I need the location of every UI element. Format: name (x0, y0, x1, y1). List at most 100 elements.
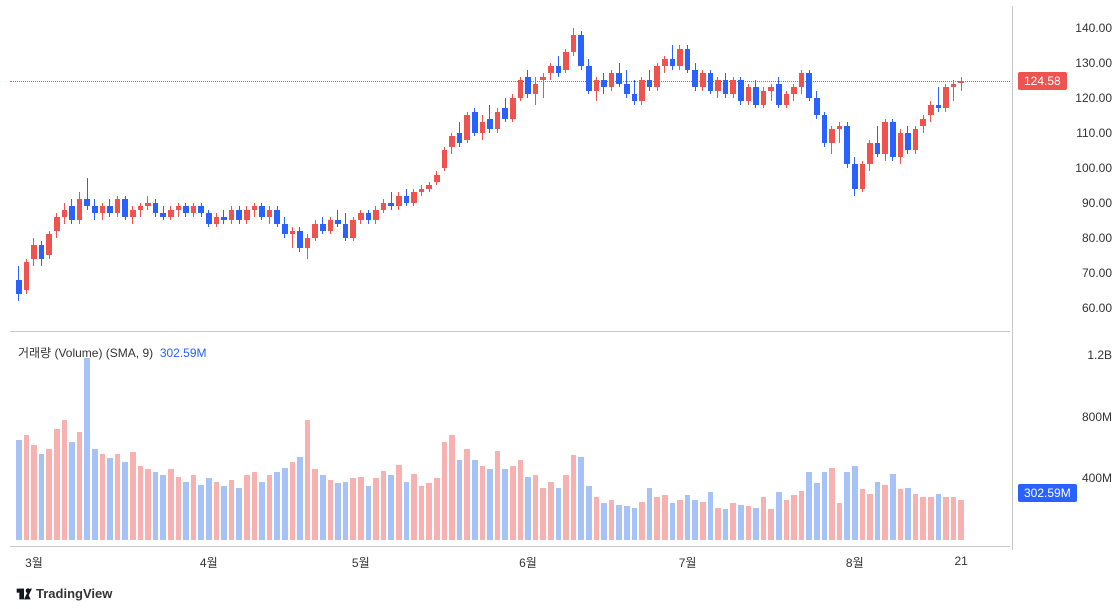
candle-body (601, 80, 607, 87)
volume-bar (145, 469, 151, 540)
candle-body (518, 80, 524, 98)
volume-bar (594, 497, 600, 540)
candle-body (556, 66, 562, 73)
candle-body (563, 52, 569, 70)
volume-bar (252, 472, 258, 540)
volume-bar (328, 480, 334, 540)
volume-bar (715, 508, 721, 540)
volume-bar (24, 435, 30, 540)
candle-body (229, 210, 235, 221)
volume-bar (784, 500, 790, 540)
candle-body (913, 129, 919, 150)
candle-body (198, 206, 204, 213)
candle-body (39, 245, 45, 259)
volume-bar (799, 491, 805, 540)
volume-bar (692, 500, 698, 540)
volume-bar (229, 480, 235, 540)
candle-wick (391, 192, 392, 210)
candle-body (852, 164, 858, 189)
candle-body (62, 210, 68, 217)
volume-bar (510, 466, 516, 540)
volume-bar (898, 489, 904, 540)
candle-body (495, 112, 501, 130)
candle-body (312, 224, 318, 238)
candle-body (632, 94, 638, 101)
volume-bar (206, 478, 212, 540)
candle-body (46, 234, 52, 255)
candle-body (624, 84, 630, 95)
volume-bar (350, 478, 356, 540)
volume-bar (312, 469, 318, 540)
candle-body (677, 49, 683, 67)
candle-body (160, 213, 166, 217)
candle-body (928, 105, 934, 116)
volume-bar (586, 486, 592, 540)
volume-bar (236, 488, 242, 540)
candle-body (480, 122, 486, 133)
volume-bar (464, 449, 470, 540)
volume-bar (122, 462, 128, 540)
candle-body (822, 115, 828, 143)
volume-bar (822, 472, 828, 540)
candle-body (206, 213, 212, 224)
candle-body (305, 238, 311, 249)
candle-body (259, 206, 265, 217)
candle-body (130, 210, 136, 217)
volume-bar (867, 494, 873, 540)
volume-bar (198, 485, 204, 540)
candle-body (100, 206, 106, 213)
volume-bar (548, 482, 554, 540)
candle-body (662, 59, 668, 66)
volume-bar (115, 454, 121, 540)
candle-body (457, 133, 463, 144)
x-tick-label: 8월 (846, 554, 864, 571)
volume-tick-label: 1.2B (1052, 348, 1112, 362)
volume-bar (480, 466, 486, 540)
candle-body (358, 213, 364, 220)
candle-body (343, 224, 349, 238)
candle-body (69, 206, 75, 220)
candle-body (472, 112, 478, 133)
volume-bar (677, 500, 683, 540)
price-tick-label: 140.00 (1052, 21, 1112, 35)
stock-chart[interactable]: 60.0070.0080.0090.00100.00110.00120.0013… (0, 0, 1118, 609)
volume-bar (920, 497, 926, 540)
volume-bar (381, 471, 387, 540)
x-tick-label: 6월 (519, 554, 537, 571)
volume-bar (46, 449, 52, 540)
volume-bar (563, 475, 569, 540)
price-tick-label: 70.00 (1052, 266, 1112, 280)
current-price-tag: 124.58 (1018, 72, 1067, 90)
candle-body (449, 136, 455, 147)
candle-body (31, 245, 37, 259)
volume-bar (525, 477, 531, 540)
volume-bar (936, 494, 942, 540)
price-tick-label: 80.00 (1052, 231, 1112, 245)
volume-bar (708, 492, 714, 540)
candle-body (791, 87, 797, 94)
volume-bar (730, 503, 736, 540)
candle-body (426, 185, 432, 189)
candle-wick (337, 210, 338, 228)
candle-body (890, 122, 896, 157)
candle-body (540, 77, 546, 81)
volume-bar (556, 488, 562, 540)
volume-bar (244, 475, 250, 540)
candle-body (335, 220, 341, 224)
volume-bar (54, 429, 60, 540)
volume-bar (951, 497, 957, 540)
candle-body (404, 196, 410, 203)
volume-bar (571, 455, 577, 540)
candle-body (533, 84, 539, 95)
tradingview-icon (16, 588, 32, 600)
volume-bar (449, 435, 455, 540)
volume-bar (282, 468, 288, 540)
candle-body (77, 199, 83, 220)
candle-body (236, 210, 242, 221)
candle-body (746, 87, 752, 101)
volume-bar (39, 454, 45, 540)
volume-bar (905, 488, 911, 540)
volume-bar (426, 483, 432, 540)
x-tick-label: 5월 (352, 554, 370, 571)
x-tick-label: 7월 (679, 554, 697, 571)
